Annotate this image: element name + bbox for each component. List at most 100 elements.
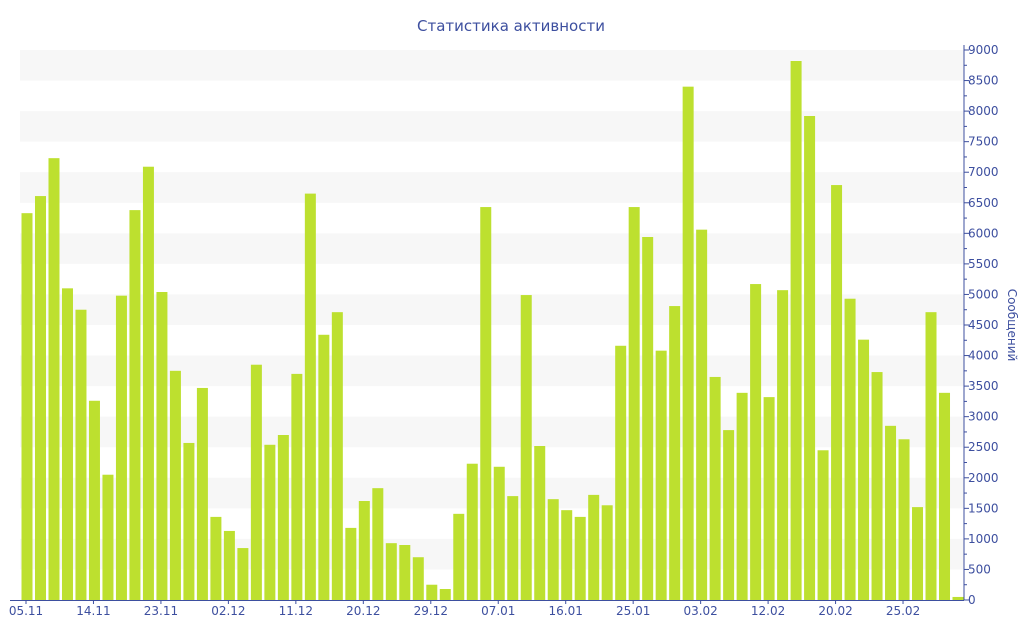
bar	[277, 435, 289, 600]
bar	[871, 372, 883, 600]
x-tick-label: 29.12	[414, 604, 448, 618]
bar	[723, 430, 735, 600]
bar	[291, 373, 303, 600]
bar	[655, 350, 667, 600]
y-tick-label: 2500	[968, 440, 999, 454]
bar	[939, 392, 951, 600]
grid-band	[20, 233, 964, 264]
bar	[669, 306, 681, 600]
chart-title: Статистика активности	[417, 17, 605, 35]
bar	[547, 499, 559, 600]
x-tick-label: 23.11	[144, 604, 178, 618]
bar	[21, 213, 33, 600]
bar	[115, 295, 127, 600]
bar	[615, 345, 627, 600]
bar	[223, 530, 235, 600]
bar	[34, 196, 46, 601]
bar	[696, 229, 708, 600]
x-tick-label: 20.12	[346, 604, 380, 618]
y-tick-label: 2000	[968, 471, 999, 485]
y-tick-label: 4000	[968, 349, 999, 363]
bar	[520, 295, 532, 600]
bar	[750, 284, 762, 600]
bar	[142, 166, 154, 600]
bar	[817, 450, 829, 600]
x-tick-label: 16.01	[549, 604, 583, 618]
bar	[493, 466, 505, 600]
bar	[885, 425, 897, 600]
bar	[561, 510, 573, 600]
bar	[804, 116, 816, 600]
bar	[763, 397, 775, 600]
bar	[844, 298, 856, 600]
bar	[385, 543, 397, 600]
bar	[264, 444, 276, 600]
bar	[412, 557, 424, 600]
grid-band	[20, 50, 964, 81]
y-tick-label: 3500	[968, 379, 999, 393]
bar	[898, 439, 910, 600]
bar	[952, 596, 964, 600]
y-tick-label: 8000	[968, 104, 999, 118]
y-tick-label: 5500	[968, 257, 999, 271]
bar	[709, 376, 721, 600]
x-tick-label: 11.12	[279, 604, 313, 618]
bar	[75, 309, 87, 600]
bar	[183, 442, 195, 600]
y-tick-label: 500	[968, 562, 991, 576]
x-tick-label: 20.02	[818, 604, 852, 618]
bar	[777, 290, 789, 600]
bar	[399, 545, 411, 600]
grid-band	[20, 111, 964, 142]
bar	[466, 463, 478, 600]
bar	[439, 589, 451, 600]
bars	[21, 61, 964, 601]
bar	[736, 392, 748, 600]
y-tick-label: 6500	[968, 196, 999, 210]
bar	[102, 474, 114, 600]
bar	[453, 513, 465, 600]
bar	[507, 496, 519, 600]
y-tick-label: 7500	[968, 135, 999, 149]
bar	[156, 292, 168, 600]
bar	[426, 584, 438, 600]
bar	[480, 207, 492, 601]
bar	[48, 158, 60, 600]
bar	[628, 207, 640, 601]
bar	[169, 370, 181, 600]
bar	[61, 288, 73, 600]
y-tick-label: 4500	[968, 318, 999, 332]
y-tick-label: 0	[968, 593, 976, 607]
bar	[574, 516, 586, 600]
bar	[210, 516, 222, 600]
x-tick-label: 12.02	[751, 604, 785, 618]
bar	[682, 86, 694, 600]
bar	[588, 494, 600, 600]
y-tick-label: 3000	[968, 410, 999, 424]
y-tick-label: 5000	[968, 287, 999, 301]
bar	[912, 507, 924, 600]
bar	[790, 61, 802, 600]
y-tick-label: 1500	[968, 501, 999, 515]
y-tick-label: 9000	[968, 43, 999, 57]
bar	[601, 505, 613, 600]
bar	[196, 387, 208, 600]
bar	[925, 312, 937, 600]
bar	[88, 400, 100, 600]
bar	[372, 488, 384, 600]
y-tick-label: 1000	[968, 532, 999, 546]
x-tick-label: 07.01	[481, 604, 515, 618]
x-tick-label: 14.11	[76, 604, 110, 618]
x-axis: 05.11 14.11 23.11 02.12 11.12 20.12 29.12 07.01…	[9, 600, 964, 618]
bar	[534, 446, 546, 600]
y-tick-label: 8500	[968, 74, 999, 88]
bar	[129, 210, 141, 600]
y-axis: 0 500 1000 1500 2000 2500 3000 3500 4000 4500 5000…	[963, 43, 999, 607]
x-tick-label: 25.01	[616, 604, 650, 618]
bar	[304, 193, 316, 600]
bar	[331, 312, 343, 600]
bar	[345, 527, 357, 600]
bar	[831, 185, 843, 601]
grid-band	[20, 172, 964, 203]
x-tick-label: 05.11	[9, 604, 43, 618]
